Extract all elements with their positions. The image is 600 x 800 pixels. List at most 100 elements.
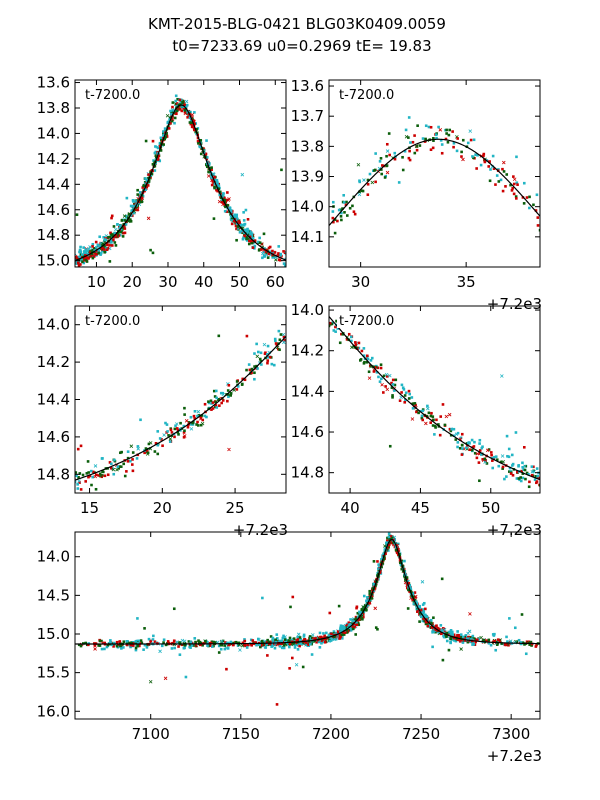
data-point-cyan — [241, 237, 245, 241]
data-point-green — [444, 633, 448, 637]
data-point-cyan — [408, 584, 412, 588]
data-point-green — [301, 665, 305, 669]
data-point-red — [385, 539, 389, 543]
data-point-red — [376, 560, 379, 563]
data-point-cyan — [348, 626, 352, 630]
data-point-cyan — [282, 634, 285, 638]
data-point-cyan — [515, 477, 519, 480]
data-point-red — [112, 238, 115, 242]
data-point-cyan — [251, 236, 255, 240]
data-point-red — [95, 473, 98, 477]
data-point-green — [354, 633, 358, 636]
data-point-green — [385, 154, 388, 158]
data-point-red — [80, 254, 83, 258]
data-point-red — [220, 200, 224, 204]
data-point-green — [179, 421, 182, 425]
axes-frame — [328, 79, 541, 268]
data-point-cyan — [86, 249, 89, 253]
data-point-cyan — [499, 178, 503, 182]
data-point-green — [232, 641, 235, 645]
data-point-cyan — [240, 172, 245, 177]
data-point-green — [433, 424, 437, 428]
data-point-green — [387, 546, 390, 549]
data-point-red — [156, 158, 160, 161]
data-point-green — [120, 450, 123, 454]
data-point-green — [525, 471, 529, 475]
data-point-cyan — [110, 240, 113, 244]
data-point-green — [414, 144, 419, 148]
data-point-green — [447, 133, 451, 137]
data-point-cyan — [505, 475, 508, 478]
data-point-cyan — [449, 640, 452, 644]
data-point-green — [200, 414, 204, 417]
data-point-cyan — [205, 415, 208, 419]
data-point-green — [413, 599, 417, 602]
data-point-red — [235, 388, 239, 391]
data-point-cyan — [258, 643, 261, 647]
data-point-cyan — [259, 351, 263, 355]
data-point-green — [411, 402, 415, 405]
data-point-red — [125, 643, 129, 647]
data-point-cyan — [189, 119, 193, 122]
data-point-cyan — [527, 473, 530, 476]
data-point-red — [248, 368, 252, 372]
data-point-cyan — [229, 214, 233, 218]
data-point-red — [274, 342, 278, 345]
data-point-cyan — [422, 608, 425, 611]
data-point-green — [127, 213, 131, 216]
data-point-green — [190, 121, 193, 125]
data-point-green — [169, 116, 172, 120]
data-point-green — [196, 424, 200, 427]
data-point-cyan — [162, 638, 166, 642]
data-point-green — [520, 613, 524, 616]
data-point-green — [390, 386, 394, 389]
data-point-green — [164, 135, 168, 139]
data-point-red — [132, 644, 135, 647]
panel-offset-note: t-7200.0 — [85, 88, 140, 103]
data-point-green — [187, 421, 191, 424]
data-point-green — [97, 251, 100, 255]
data-point-green — [194, 130, 197, 134]
data-point-cyan — [280, 639, 284, 643]
data-point-red — [125, 470, 128, 473]
data-point-green — [445, 632, 449, 635]
data-point-red — [366, 182, 370, 186]
data-point-cyan — [97, 244, 101, 247]
data-point-red — [484, 639, 488, 642]
data-point-green — [365, 360, 369, 364]
data-point-green — [118, 465, 121, 468]
data-point-cyan — [365, 599, 368, 603]
data-point-red — [83, 254, 87, 257]
data-point-cyan — [272, 363, 276, 367]
data-point-cyan — [262, 342, 267, 347]
data-point-red — [210, 178, 214, 182]
data-point-green — [361, 617, 364, 621]
data-point-red — [482, 154, 485, 158]
data-point-green — [177, 103, 181, 107]
data-point-red — [227, 197, 231, 201]
data-point-red — [361, 613, 365, 616]
data-point-cyan — [264, 646, 267, 649]
data-point-red — [110, 244, 114, 247]
data-point-green — [115, 644, 119, 648]
data-point-green — [524, 464, 528, 468]
data-point-cyan — [184, 99, 189, 104]
data-point-cyan — [104, 238, 108, 242]
data-point-green — [129, 220, 133, 223]
data-point-cyan — [530, 465, 534, 468]
data-point-green — [527, 485, 531, 489]
data-point-green — [119, 644, 122, 647]
data-point-red — [166, 640, 170, 643]
data-point-cyan — [359, 612, 362, 616]
x-tick-label: 40 — [194, 273, 213, 291]
data-point-green — [103, 250, 106, 254]
data-point-green — [139, 200, 143, 204]
data-point-red — [153, 640, 157, 644]
data-point-red — [210, 408, 213, 411]
data-point-cyan — [168, 118, 171, 121]
data-point-cyan — [196, 414, 199, 418]
data-point-green — [447, 648, 451, 652]
data-point-cyan — [158, 159, 162, 163]
data-point-green — [382, 558, 385, 562]
